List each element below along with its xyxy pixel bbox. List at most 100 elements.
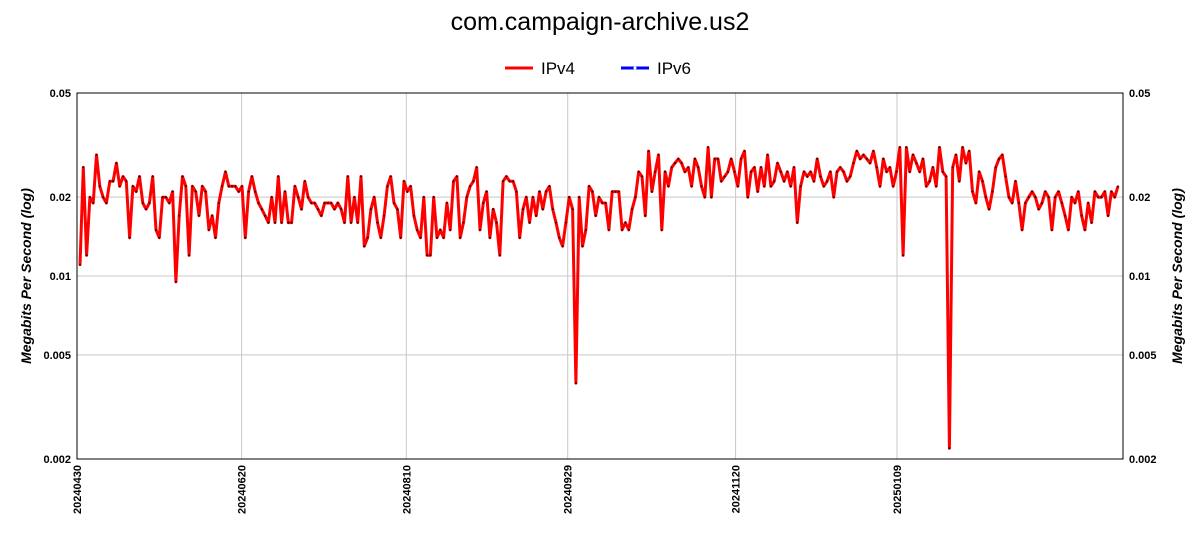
data-point-ipv4 bbox=[538, 190, 541, 193]
data-point-ipv4 bbox=[575, 382, 577, 384]
data-point-ipv4 bbox=[803, 170, 805, 173]
plot-area-frame bbox=[76, 92, 1124, 460]
data-point-ipv4 bbox=[588, 185, 590, 188]
data-point-ipv4 bbox=[684, 170, 686, 173]
data-point-ipv4 bbox=[984, 196, 987, 199]
data-point-ipv4 bbox=[1107, 214, 1109, 217]
data-point-ipv4 bbox=[528, 221, 531, 224]
data-point-ipv4 bbox=[317, 208, 319, 211]
data-point-ipv4 bbox=[1037, 208, 1040, 211]
data-point-ipv4 bbox=[591, 190, 594, 193]
chart-title: com.campaign-archive.us2 bbox=[451, 8, 750, 36]
data-point-ipv4 bbox=[333, 208, 336, 211]
data-point-ipv4 bbox=[356, 221, 359, 224]
data-point-ipv4 bbox=[584, 229, 587, 231]
data-point-ipv4 bbox=[446, 202, 448, 204]
legend: IPv4 IPv6 bbox=[505, 59, 691, 78]
data-point-ipv4 bbox=[1017, 202, 1020, 204]
data-point-ipv4 bbox=[601, 202, 604, 204]
data-point-ipv4 bbox=[978, 170, 981, 173]
data-point-ipv4 bbox=[660, 229, 663, 231]
data-point-ipv4 bbox=[981, 180, 984, 183]
data-point-ipv4 bbox=[1077, 190, 1080, 193]
data-point-ipv4 bbox=[194, 190, 197, 193]
data-point-ipv4 bbox=[237, 190, 240, 193]
data-point-ipv4 bbox=[376, 221, 379, 224]
y-tick-label-right: 0.002 bbox=[1129, 454, 1157, 466]
data-point-ipv4 bbox=[456, 175, 458, 178]
data-point-ipv4 bbox=[713, 158, 716, 160]
data-point-ipv4 bbox=[1024, 202, 1027, 204]
data-point-ipv4 bbox=[1097, 196, 1100, 199]
data-point-ipv4 bbox=[842, 170, 845, 173]
legend-marker-ipv6 bbox=[633, 66, 637, 70]
data-point-ipv4 bbox=[1117, 185, 1119, 188]
data-point-ipv4 bbox=[462, 221, 465, 224]
data-point-ipv4 bbox=[472, 180, 475, 183]
data-point-ipv4 bbox=[89, 196, 91, 199]
data-point-ipv4 bbox=[730, 158, 733, 160]
data-point-ipv4 bbox=[1047, 196, 1050, 199]
data-point-ipv4 bbox=[482, 202, 485, 204]
data-point-ipv4 bbox=[1074, 202, 1076, 204]
data-point-ipv4 bbox=[1103, 190, 1106, 193]
x-axis-ticks: 20240430 20240620 20240810 20240929 20241120… bbox=[72, 465, 904, 514]
data-point-ipv4 bbox=[677, 158, 680, 160]
data-point-ipv4 bbox=[399, 236, 402, 239]
data-point-ipv4 bbox=[975, 202, 977, 204]
data-point-ipv4 bbox=[793, 166, 795, 169]
data-point-ipv4 bbox=[571, 208, 574, 211]
data-point-ipv4 bbox=[561, 245, 564, 248]
data-point-ipv4 bbox=[968, 150, 971, 153]
data-point-ipv4 bbox=[826, 180, 828, 183]
data-point-ipv4 bbox=[551, 208, 554, 211]
x-tick-label: 20241120 bbox=[731, 465, 743, 513]
data-point-ipv4 bbox=[406, 190, 409, 193]
data-point-ipv4 bbox=[971, 190, 974, 193]
data-point-ipv4 bbox=[862, 154, 865, 156]
data-point-ipv4 bbox=[783, 180, 785, 183]
data-point-ipv4 bbox=[1060, 202, 1063, 204]
data-point-ipv4 bbox=[161, 196, 164, 199]
x-tick-label: 20240620 bbox=[237, 465, 249, 514]
data-point-ipv4 bbox=[300, 208, 303, 211]
data-point-ipv4 bbox=[925, 185, 928, 188]
data-point-ipv4 bbox=[274, 221, 276, 224]
data-point-ipv4 bbox=[809, 170, 812, 173]
data-point-ipv4 bbox=[998, 158, 1000, 160]
data-point-ipv4 bbox=[1054, 196, 1057, 199]
data-point-ipv4 bbox=[991, 190, 994, 193]
data-point-ipv4 bbox=[1021, 229, 1023, 231]
data-point-ipv4 bbox=[1067, 229, 1070, 231]
data-point-ipv4 bbox=[1090, 221, 1093, 224]
data-point-ipv4 bbox=[479, 229, 481, 231]
data-point-ipv4 bbox=[945, 175, 947, 178]
data-point-ipv4 bbox=[287, 221, 290, 224]
data-point-ipv4 bbox=[598, 196, 600, 199]
data-point-ipv4 bbox=[1100, 196, 1103, 199]
data-point-ipv4 bbox=[541, 208, 544, 211]
data-point-ipv4 bbox=[158, 236, 161, 239]
data-point-ipv4 bbox=[958, 180, 961, 183]
data-point-ipv4 bbox=[951, 166, 954, 169]
data-point-ipv4 bbox=[310, 202, 313, 204]
data-point-ipv4 bbox=[264, 214, 266, 217]
y-tick-label-right: 0.02 bbox=[1129, 192, 1150, 204]
data-point-ipv4 bbox=[852, 162, 855, 165]
data-point-ipv4 bbox=[565, 221, 567, 224]
data-point-ipv4 bbox=[221, 185, 224, 188]
data-point-ipv4 bbox=[657, 154, 660, 156]
data-point-ipv4 bbox=[1057, 190, 1060, 193]
data-point-ipv4 bbox=[439, 229, 442, 231]
data-point-ipv4 bbox=[532, 196, 534, 199]
data-point-ipv4 bbox=[581, 245, 584, 248]
y-tick-label-left: 0.01 bbox=[50, 271, 71, 283]
data-point-ipv4 bbox=[198, 214, 200, 217]
data-point-ipv4 bbox=[644, 214, 647, 217]
data-point-ipv4 bbox=[79, 264, 81, 267]
data-point-ipv4 bbox=[429, 254, 432, 257]
data-point-ipv4 bbox=[251, 175, 253, 178]
data-point-ipv4 bbox=[270, 196, 273, 199]
data-point-ipv4 bbox=[813, 180, 815, 183]
data-point-ipv4 bbox=[707, 146, 709, 149]
